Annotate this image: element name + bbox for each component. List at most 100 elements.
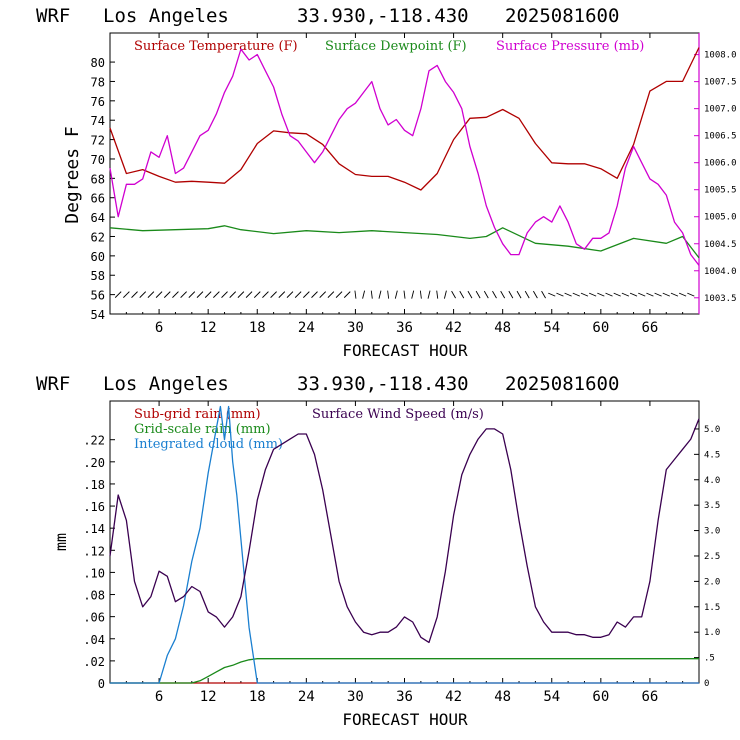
- bottom-header-model: WRF: [36, 373, 70, 395]
- top-y-ticks: 54 56 58 60 62 64 66 68 70 72 74 76 78 80: [91, 56, 115, 322]
- top-y2-tick-label: 1006.5: [704, 132, 737, 142]
- wind-barb: [343, 291, 351, 298]
- wind-barb: [605, 292, 613, 297]
- wind-barbs-row: [114, 290, 695, 299]
- bottom-y2-tick-label: 3.0: [704, 527, 720, 537]
- top-y-tick-label: 72: [91, 134, 105, 148]
- bottom-y-tick-label: .18: [83, 478, 105, 492]
- wind-barb: [459, 290, 465, 299]
- bottom-y-tick-label: .14: [83, 522, 105, 536]
- wind-barb: [221, 291, 228, 298]
- wind-barb: [319, 291, 327, 298]
- bottom-x-axis-label: FORECAST HOUR: [342, 710, 468, 729]
- legend-gridscale-rain: Grid-scale rain (mm): [134, 422, 271, 437]
- top-x-tick-label: 48: [494, 320, 511, 336]
- wind-barb: [524, 290, 530, 299]
- wind-barb: [147, 291, 155, 298]
- bottom-header-location: Los Angeles: [103, 373, 229, 395]
- wind-barb: [654, 292, 662, 297]
- top-series-lines: [109, 47, 700, 266]
- top-x-tick-label: 42: [445, 320, 462, 336]
- legend-dewpoint: Surface Dewpoint (F): [325, 39, 467, 54]
- wind-barb: [131, 291, 138, 298]
- surface-temperature-line: [109, 47, 700, 191]
- bottom-y-tick-label: .10: [83, 566, 105, 580]
- wind-barb: [294, 291, 302, 298]
- wind-barb: [500, 290, 506, 299]
- legend-integrated-cloud: Integrated cloud (mm): [134, 437, 283, 452]
- wind-barb: [662, 292, 670, 297]
- top-y-tick-label: 78: [91, 75, 105, 89]
- wind-barb: [638, 292, 646, 297]
- top-panel: WRF Los Angeles 33.930,-118.430 20250816…: [36, 5, 737, 360]
- wind-barb: [286, 291, 294, 298]
- wind-barb: [155, 291, 163, 298]
- wind-barb: [278, 291, 286, 298]
- bottom-y-tick-label: .20: [83, 456, 105, 470]
- wind-barb: [411, 290, 415, 299]
- top-y-tick-label: 62: [91, 230, 105, 244]
- top-x-tick-label: 60: [592, 320, 609, 336]
- wind-barb: [204, 291, 212, 298]
- surface-pressure-line: [109, 48, 700, 266]
- top-x-tick-label: 18: [249, 320, 266, 336]
- wind-barb: [427, 290, 431, 299]
- top-x-tick-label: 54: [543, 320, 560, 336]
- bottom-y-tick-label: .22: [83, 434, 105, 448]
- wind-barb: [139, 291, 147, 298]
- bottom-y2-tick-label: 5.0: [704, 425, 720, 435]
- top-y2-tick-label: 1005.5: [704, 186, 737, 196]
- bottom-y2-tick-label: 3.5: [704, 501, 720, 511]
- wind-barb: [245, 291, 253, 298]
- wind-barb: [483, 290, 489, 299]
- surface-dewpoint-line: [109, 225, 700, 259]
- wind-barb: [163, 291, 171, 298]
- wind-barb: [229, 291, 237, 298]
- bottom-y-axis-label: mm: [52, 533, 70, 551]
- top-x-tick-label: 12: [200, 320, 217, 336]
- bottom-y-tick-label: .12: [83, 544, 105, 558]
- wind-barb: [670, 292, 679, 297]
- bottom-x-tick-label: 54: [543, 689, 560, 705]
- surface-wind-speed-line: [109, 418, 700, 644]
- top-header-model: WRF: [36, 5, 70, 27]
- bottom-x-tick-label: 12: [200, 689, 217, 705]
- legend-subgrid-rain: Sub-grid rain (mm): [134, 407, 261, 422]
- top-y-tick-label: 80: [91, 56, 105, 70]
- wind-barb: [678, 292, 687, 297]
- bottom-x-tick-label: 66: [641, 689, 658, 705]
- bottom-y2-tick-label: 1.5: [704, 603, 720, 613]
- wind-barb: [114, 291, 122, 298]
- wind-barb: [387, 290, 390, 299]
- wind-barb: [646, 292, 654, 297]
- top-y-tick-label: 68: [91, 172, 105, 186]
- wind-barb: [548, 292, 556, 297]
- top-y2-tick-label: 1005.0: [704, 213, 737, 223]
- wind-barb: [451, 290, 456, 299]
- wind-barb: [436, 290, 439, 299]
- wind-barb: [541, 290, 546, 299]
- wind-barb: [354, 290, 357, 299]
- top-y-tick-label: 54: [91, 308, 105, 322]
- wind-barb: [378, 290, 382, 299]
- wind-barb: [580, 292, 589, 297]
- bottom-x-tick-label: 18: [249, 689, 266, 705]
- wind-barb: [475, 290, 481, 299]
- top-x-tick-label: 24: [298, 320, 315, 336]
- legend-wind-speed: Surface Wind Speed (m/s): [312, 407, 484, 422]
- top-right-ticks: 1003.5 1004.0 1004.5 1005.0 1005.5 1006.0 1006…: [694, 51, 737, 304]
- wind-barb: [419, 290, 422, 299]
- bottom-header-run: 2025081600: [505, 373, 619, 395]
- wind-barb: [370, 290, 373, 299]
- wind-barb: [327, 291, 335, 298]
- top-y-axis-label: Degrees F: [62, 126, 83, 224]
- top-y-tick-label: 60: [91, 250, 105, 264]
- bottom-y-ticks: 0 .02 .04 .06 .08 .10 .12 .14 .16 .18 .20 .22: [83, 434, 115, 691]
- bottom-y-tick-label: .08: [83, 589, 105, 603]
- top-y-tick-label: 64: [91, 211, 105, 225]
- top-y2-tick-label: 1004.0: [704, 267, 737, 277]
- top-x-ticks: 6 12 18 24 30 36 42 48 54 60 66: [125, 33, 684, 336]
- wind-barb: [237, 291, 245, 298]
- wind-barb: [303, 291, 310, 298]
- bottom-y2-tick-label: 4.0: [704, 476, 720, 486]
